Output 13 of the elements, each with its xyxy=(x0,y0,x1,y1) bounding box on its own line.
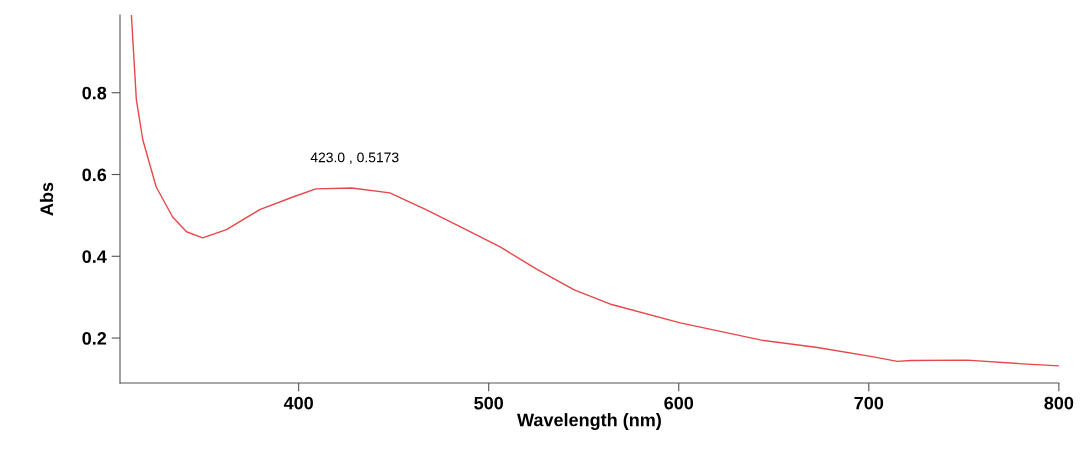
x-tick-label: 400 xyxy=(283,396,313,410)
x-tick-label: 800 xyxy=(1044,396,1074,410)
x-tick-label: 500 xyxy=(474,396,504,410)
y-tick-label: 0.2 xyxy=(82,332,107,345)
line-series xyxy=(130,15,1059,367)
y-tick-label: 0.6 xyxy=(82,168,107,182)
y-tick-label: 0.4 xyxy=(82,250,107,264)
y-axis-title: Abs xyxy=(39,182,54,216)
x-axis-title: Wavelength (nm) xyxy=(517,413,661,430)
x-tick-label: 600 xyxy=(664,396,694,410)
y-tick-label: 0.8 xyxy=(82,86,107,100)
x-tick-label: 700 xyxy=(854,396,884,410)
annotation: 423.0 , 0.5173 xyxy=(310,152,399,164)
